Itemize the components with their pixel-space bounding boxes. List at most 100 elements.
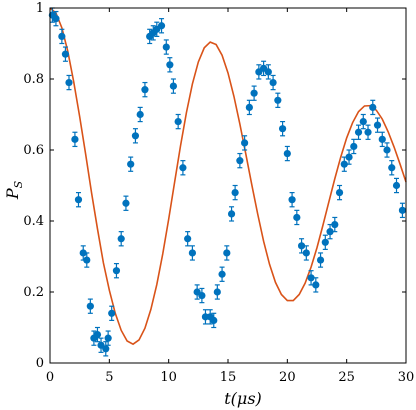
data-point	[227, 206, 236, 222]
point-marker	[169, 82, 178, 90]
x-tick-label: 30	[398, 370, 415, 385]
point-marker	[74, 196, 83, 204]
data-point	[218, 266, 226, 282]
data-point	[302, 245, 310, 261]
point-marker	[307, 274, 315, 282]
y-tick-label: 0	[36, 356, 44, 371]
data-point	[398, 202, 407, 219]
point-marker	[141, 86, 149, 94]
data-point	[236, 152, 244, 169]
point-marker	[378, 135, 386, 143]
axis-ticks	[49, 7, 407, 364]
data-point	[354, 124, 363, 140]
point-marker	[223, 249, 231, 257]
data-point	[345, 149, 353, 165]
point-marker	[179, 164, 187, 172]
point-marker	[198, 291, 206, 300]
y-tick-label: 0.4	[23, 214, 44, 229]
data-point	[264, 64, 272, 80]
point-marker	[354, 128, 363, 136]
point-marker	[388, 164, 396, 172]
point-marker	[61, 50, 70, 58]
point-marker	[188, 249, 196, 257]
data-point	[58, 28, 66, 45]
point-marker	[250, 89, 258, 97]
data-point	[112, 263, 121, 279]
data-point	[241, 135, 249, 151]
point-marker	[369, 103, 377, 111]
fit-curve	[49, 7, 407, 346]
point-marker	[162, 43, 170, 51]
data-point	[392, 177, 401, 194]
data-point	[79, 245, 87, 261]
point-marker	[93, 331, 102, 339]
point-marker	[52, 15, 60, 23]
data-point	[278, 120, 287, 137]
y-tick-label: 0.8	[23, 72, 44, 87]
point-marker	[174, 118, 182, 126]
x-tick-label: 0	[46, 370, 54, 385]
data-point	[162, 39, 170, 55]
point-marker	[122, 199, 130, 207]
data-point	[86, 298, 94, 314]
data-point	[293, 209, 301, 226]
x-axis-label: t(μs)	[224, 389, 262, 408]
point-marker	[213, 288, 221, 296]
data-point	[52, 10, 60, 27]
point-marker	[241, 139, 249, 147]
point-marker	[166, 61, 174, 69]
y-tick-label: 0.2	[23, 285, 44, 300]
point-marker	[321, 238, 329, 246]
data-point	[157, 18, 166, 34]
data-point	[108, 305, 116, 321]
data-point	[312, 277, 320, 293]
point-marker	[269, 78, 277, 87]
data-point	[297, 238, 306, 254]
data-point	[93, 326, 102, 343]
x-tick-label: 25	[338, 370, 355, 385]
point-marker	[364, 128, 372, 136]
point-marker	[218, 270, 226, 278]
point-marker	[184, 235, 192, 243]
point-marker	[102, 345, 110, 353]
data-point	[184, 231, 192, 247]
point-marker	[345, 153, 353, 161]
point-marker	[236, 157, 244, 165]
data-point	[373, 117, 382, 133]
point-marker	[359, 118, 367, 126]
data-point	[388, 160, 396, 176]
point-marker	[210, 316, 218, 324]
y-tick-labels: 0 0.2 0.4 0.6 0.8 1	[23, 1, 44, 371]
point-marker	[231, 189, 239, 197]
point-marker	[373, 121, 382, 129]
data-point	[364, 124, 372, 140]
data-point	[104, 330, 112, 346]
data-point	[179, 160, 187, 176]
point-marker	[316, 256, 325, 264]
data-point	[166, 57, 174, 73]
data-point	[274, 92, 282, 109]
data-point	[231, 184, 239, 201]
data-point	[65, 74, 73, 91]
data-point	[131, 128, 140, 144]
point-marker	[278, 125, 287, 133]
point-marker	[227, 210, 236, 218]
point-marker	[83, 256, 91, 264]
data-point	[83, 252, 91, 268]
data-point	[169, 78, 178, 94]
point-marker	[264, 68, 272, 76]
y-tick-label: 1	[36, 1, 44, 16]
data-point	[288, 192, 296, 208]
data-point	[174, 113, 182, 130]
point-marker	[127, 160, 135, 168]
data-point	[350, 138, 358, 155]
data-point	[102, 341, 110, 357]
point-marker	[108, 309, 116, 317]
point-marker	[340, 160, 348, 168]
data-point	[359, 113, 367, 130]
data-point	[74, 192, 83, 208]
data-point	[188, 245, 196, 261]
point-marker	[293, 213, 301, 222]
data-point	[307, 270, 315, 286]
